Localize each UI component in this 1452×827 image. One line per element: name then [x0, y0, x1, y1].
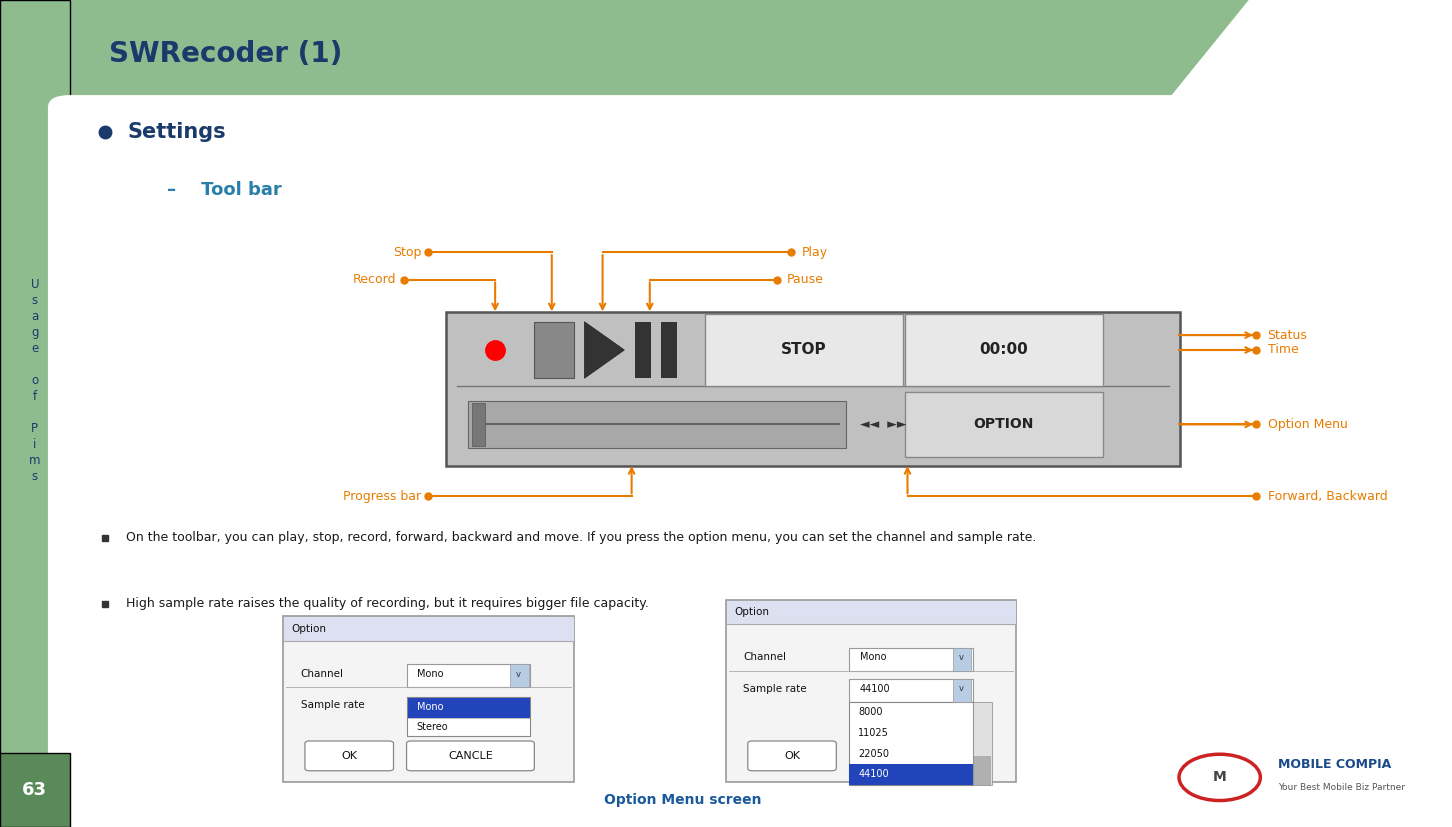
- Text: OK: OK: [784, 751, 800, 761]
- Text: Settings: Settings: [128, 122, 227, 142]
- FancyBboxPatch shape: [0, 753, 70, 827]
- Text: 8000: 8000: [858, 707, 883, 718]
- FancyBboxPatch shape: [283, 616, 574, 782]
- FancyBboxPatch shape: [849, 679, 973, 702]
- FancyBboxPatch shape: [534, 322, 574, 378]
- Text: Stereo: Stereo: [417, 722, 449, 732]
- Text: Mono: Mono: [417, 669, 443, 679]
- Text: OPTION: OPTION: [973, 418, 1034, 432]
- Text: Mono: Mono: [860, 653, 886, 662]
- FancyBboxPatch shape: [953, 679, 971, 702]
- Text: STOP: STOP: [781, 342, 826, 357]
- FancyBboxPatch shape: [973, 702, 992, 785]
- Text: Option Menu screen: Option Menu screen: [604, 793, 761, 806]
- Text: 63: 63: [22, 781, 48, 799]
- FancyBboxPatch shape: [0, 0, 70, 827]
- Text: Your Best Mobile Biz Partner: Your Best Mobile Biz Partner: [1278, 783, 1404, 791]
- FancyBboxPatch shape: [748, 741, 836, 771]
- Text: v: v: [515, 670, 521, 678]
- FancyBboxPatch shape: [407, 718, 530, 736]
- Text: Forward, Backward: Forward, Backward: [1268, 490, 1387, 503]
- Text: 44100: 44100: [860, 684, 890, 694]
- Polygon shape: [0, 0, 1249, 108]
- Text: Pause: Pause: [787, 273, 823, 286]
- Text: v: v: [958, 685, 964, 693]
- FancyBboxPatch shape: [407, 697, 530, 718]
- Text: Sample rate: Sample rate: [743, 684, 807, 694]
- Text: OK: OK: [341, 751, 357, 761]
- Text: Option Menu: Option Menu: [1268, 418, 1347, 431]
- FancyBboxPatch shape: [407, 741, 534, 771]
- Text: 44100: 44100: [858, 769, 889, 780]
- Text: Stop: Stop: [392, 246, 421, 259]
- Polygon shape: [584, 322, 624, 378]
- Text: On the toolbar, you can play, stop, record, forward, backward and move. If you p: On the toolbar, you can play, stop, reco…: [126, 531, 1037, 544]
- FancyBboxPatch shape: [849, 702, 973, 785]
- Text: Option: Option: [735, 607, 770, 617]
- FancyBboxPatch shape: [849, 648, 973, 671]
- FancyBboxPatch shape: [472, 403, 485, 446]
- FancyBboxPatch shape: [974, 756, 990, 785]
- Text: ◄◄  ►►: ◄◄ ►►: [861, 418, 910, 431]
- Circle shape: [1179, 754, 1260, 801]
- FancyBboxPatch shape: [407, 664, 530, 687]
- Text: Option: Option: [292, 624, 327, 633]
- FancyBboxPatch shape: [283, 616, 574, 641]
- Text: Progress bar: Progress bar: [343, 490, 421, 503]
- Text: M: M: [1212, 771, 1227, 784]
- Text: SWRecoder (1): SWRecoder (1): [109, 40, 343, 68]
- Text: Channel: Channel: [301, 669, 344, 679]
- FancyBboxPatch shape: [905, 391, 1104, 457]
- FancyBboxPatch shape: [726, 600, 1016, 624]
- Text: High sample rate raises the quality of recording, but it requires bigger file ca: High sample rate raises the quality of r…: [126, 597, 649, 610]
- Text: CANCLE: CANCLE: [449, 751, 492, 761]
- Text: –    Tool bar: – Tool bar: [167, 181, 282, 199]
- FancyBboxPatch shape: [305, 741, 393, 771]
- Text: 22050: 22050: [858, 748, 889, 759]
- FancyBboxPatch shape: [636, 322, 650, 378]
- Text: 00:00: 00:00: [979, 342, 1028, 357]
- FancyBboxPatch shape: [849, 764, 973, 785]
- Text: MOBILE COMPIA: MOBILE COMPIA: [1278, 758, 1391, 772]
- FancyBboxPatch shape: [661, 322, 677, 378]
- Text: Sample rate: Sample rate: [301, 700, 364, 710]
- FancyBboxPatch shape: [905, 314, 1104, 386]
- Text: Record: Record: [353, 273, 396, 286]
- Text: 11025: 11025: [858, 728, 889, 739]
- Text: Time: Time: [1268, 343, 1298, 356]
- FancyBboxPatch shape: [510, 664, 529, 687]
- Text: Mono: Mono: [417, 702, 443, 713]
- Text: Channel: Channel: [743, 653, 787, 662]
- FancyBboxPatch shape: [446, 312, 1180, 466]
- Text: Status: Status: [1268, 328, 1307, 342]
- Text: U
s
a
g
e
 
o
f
 
P
i
m
s: U s a g e o f P i m s: [29, 278, 41, 483]
- FancyBboxPatch shape: [706, 314, 903, 386]
- FancyBboxPatch shape: [468, 400, 845, 448]
- FancyBboxPatch shape: [726, 600, 1016, 782]
- FancyBboxPatch shape: [953, 648, 971, 671]
- Text: v: v: [958, 653, 964, 662]
- Text: Play: Play: [802, 246, 828, 259]
- FancyBboxPatch shape: [48, 95, 1452, 827]
